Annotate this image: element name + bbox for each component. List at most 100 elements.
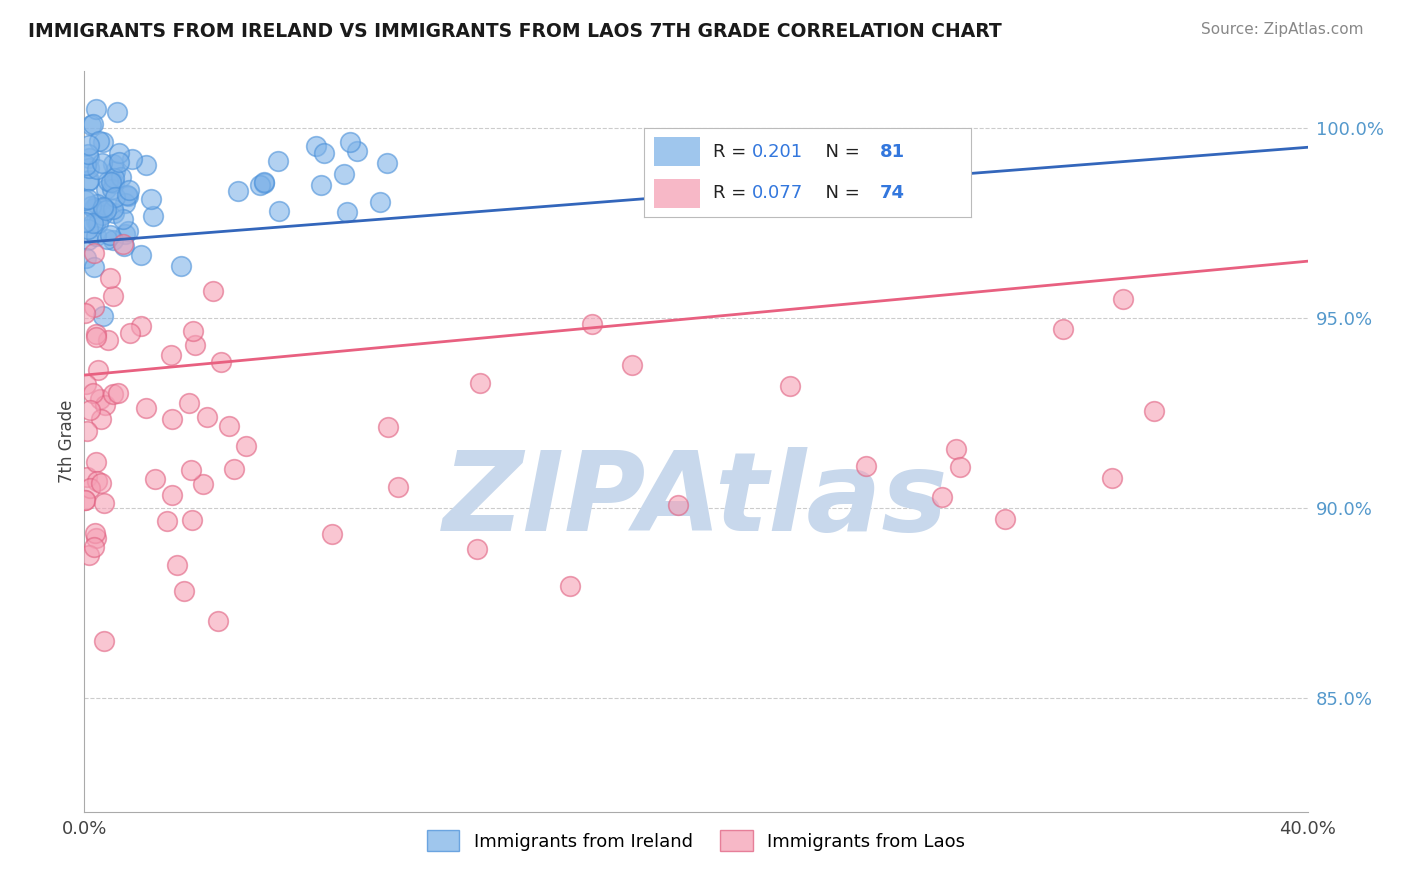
Point [97, 333, 120, 347]
Point [83, 300, 105, 314]
Point [83, 540, 105, 554]
Point [181, 513, 204, 527]
Point [377, 420, 399, 434]
Point [1101, 471, 1123, 485]
Point [156, 514, 179, 528]
Point [84, 103, 107, 117]
Point [581, 317, 603, 331]
Point [249, 178, 271, 192]
Point [209, 354, 232, 368]
Point [160, 488, 183, 502]
Point [333, 167, 356, 181]
Point [267, 154, 290, 169]
Point [98, 271, 121, 285]
Point [75, 158, 97, 172]
Point [945, 442, 967, 456]
Point [86, 474, 108, 488]
Point [93, 495, 115, 509]
Point [83, 246, 105, 260]
Point [170, 259, 193, 273]
Point [86, 455, 108, 469]
Point [195, 410, 218, 425]
Point [1142, 403, 1164, 417]
Point [94, 398, 117, 412]
Point [77, 174, 100, 188]
Point [84, 229, 107, 244]
Point [120, 326, 142, 341]
Point [1052, 321, 1074, 335]
Point [108, 146, 131, 161]
Point [112, 239, 135, 253]
Point [177, 396, 200, 410]
Point [121, 152, 143, 166]
Point [110, 170, 132, 185]
Point [87, 134, 110, 148]
Point [83, 260, 105, 274]
Point [96, 182, 118, 196]
Point [560, 579, 582, 593]
Point [103, 387, 125, 401]
Point [994, 512, 1017, 526]
Point [465, 541, 488, 556]
Point [84, 214, 107, 228]
Point [105, 105, 128, 120]
Point [1112, 292, 1135, 306]
Point [309, 178, 332, 192]
Point [84, 531, 107, 545]
Point [253, 177, 276, 191]
Point [312, 146, 335, 161]
Point [73, 492, 96, 507]
Point [75, 376, 97, 391]
Point [304, 139, 326, 153]
Text: ZIPAtlas: ZIPAtlas [443, 447, 949, 554]
Point [112, 212, 135, 227]
Point [96, 232, 118, 246]
Point [73, 194, 96, 208]
Point [103, 289, 125, 303]
Point [76, 470, 98, 484]
Point [666, 498, 689, 512]
Point [86, 216, 108, 230]
Point [83, 201, 105, 215]
Point [173, 584, 195, 599]
Point [179, 463, 201, 477]
Legend: Immigrants from Ireland, Immigrants from Laos: Immigrants from Ireland, Immigrants from… [420, 823, 972, 858]
Point [855, 459, 877, 474]
Text: R =: R = [713, 143, 752, 161]
Point [73, 492, 96, 507]
Text: 0.077: 0.077 [752, 184, 803, 202]
Point [93, 634, 115, 648]
Point [114, 196, 136, 211]
Point [77, 161, 100, 176]
Point [224, 462, 246, 476]
Point [83, 525, 105, 540]
Point [91, 309, 114, 323]
Point [118, 184, 141, 198]
Point [339, 135, 361, 149]
Point [142, 210, 165, 224]
Point [75, 215, 97, 229]
Point [117, 189, 139, 203]
Y-axis label: 7th Grade: 7th Grade [58, 400, 76, 483]
Point [269, 204, 291, 219]
Point [346, 145, 368, 159]
Text: 0.201: 0.201 [752, 143, 803, 161]
Point [321, 527, 343, 541]
Point [100, 182, 122, 196]
Point [115, 188, 138, 202]
Bar [654, 178, 700, 208]
Point [91, 136, 114, 150]
Point [117, 224, 139, 238]
Bar [654, 136, 700, 166]
Point [253, 175, 276, 189]
Point [91, 208, 114, 222]
Point [77, 138, 100, 153]
Point [84, 329, 107, 343]
Point [931, 490, 953, 504]
Point [100, 175, 122, 189]
Text: IMMIGRANTS FROM IRELAND VS IMMIGRANTS FROM LAOS 7TH GRADE CORRELATION CHART: IMMIGRANTS FROM IRELAND VS IMMIGRANTS FR… [28, 22, 1002, 41]
Point [87, 362, 110, 376]
Point [468, 376, 491, 390]
Point [135, 158, 157, 172]
Point [159, 348, 181, 362]
